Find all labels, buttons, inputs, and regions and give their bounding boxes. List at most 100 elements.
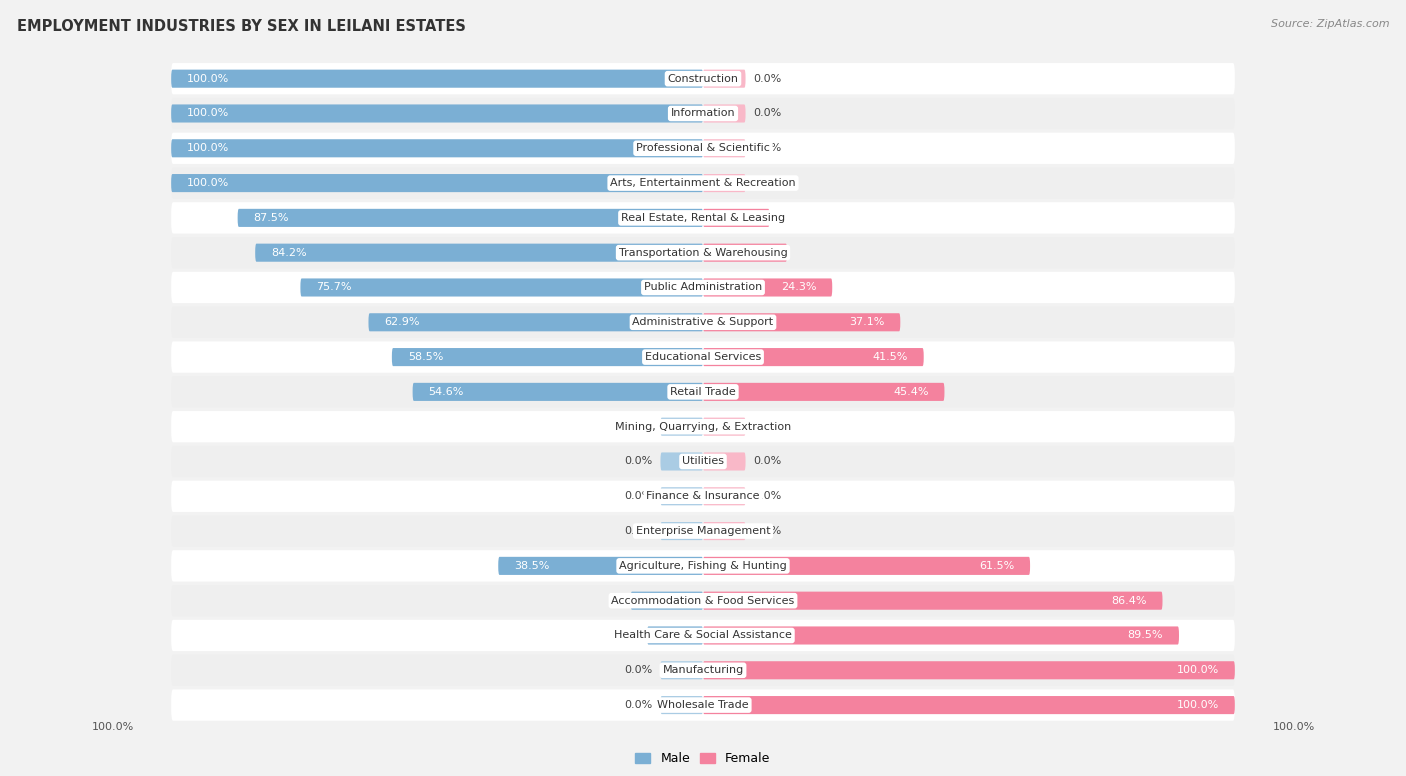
Text: 100.0%: 100.0%	[187, 109, 229, 119]
Text: 58.5%: 58.5%	[408, 352, 443, 362]
FancyBboxPatch shape	[703, 279, 832, 296]
Text: Enterprise Management: Enterprise Management	[636, 526, 770, 536]
FancyBboxPatch shape	[703, 383, 945, 401]
FancyBboxPatch shape	[661, 487, 703, 505]
FancyBboxPatch shape	[661, 696, 703, 714]
Text: 87.5%: 87.5%	[253, 213, 290, 223]
FancyBboxPatch shape	[703, 661, 1234, 679]
FancyBboxPatch shape	[172, 203, 1234, 234]
Text: Retail Trade: Retail Trade	[671, 387, 735, 397]
Text: 10.5%: 10.5%	[664, 630, 699, 640]
FancyBboxPatch shape	[172, 237, 1234, 268]
Text: 0.0%: 0.0%	[754, 456, 782, 466]
FancyBboxPatch shape	[703, 522, 745, 540]
Text: Administrative & Support: Administrative & Support	[633, 317, 773, 327]
Text: 41.5%: 41.5%	[872, 352, 908, 362]
FancyBboxPatch shape	[703, 209, 769, 227]
Text: 100.0%: 100.0%	[91, 722, 134, 732]
Text: 0.0%: 0.0%	[624, 526, 652, 536]
FancyBboxPatch shape	[661, 522, 703, 540]
Text: 0.0%: 0.0%	[754, 74, 782, 84]
FancyBboxPatch shape	[256, 244, 703, 262]
FancyBboxPatch shape	[661, 661, 703, 679]
Text: EMPLOYMENT INDUSTRIES BY SEX IN LEILANI ESTATES: EMPLOYMENT INDUSTRIES BY SEX IN LEILANI …	[17, 19, 465, 34]
Text: Arts, Entertainment & Recreation: Arts, Entertainment & Recreation	[610, 178, 796, 188]
FancyBboxPatch shape	[412, 383, 703, 401]
Text: Professional & Scientific: Professional & Scientific	[636, 144, 770, 154]
FancyBboxPatch shape	[172, 655, 1234, 686]
FancyBboxPatch shape	[172, 105, 703, 123]
Text: 54.6%: 54.6%	[429, 387, 464, 397]
Text: Wholesale Trade: Wholesale Trade	[657, 700, 749, 710]
Text: 62.9%: 62.9%	[384, 317, 420, 327]
Text: Agriculture, Fishing & Hunting: Agriculture, Fishing & Hunting	[619, 561, 787, 571]
Text: 89.5%: 89.5%	[1128, 630, 1163, 640]
Text: 0.0%: 0.0%	[754, 109, 782, 119]
Text: Real Estate, Rental & Leasing: Real Estate, Rental & Leasing	[621, 213, 785, 223]
Text: 100.0%: 100.0%	[187, 74, 229, 84]
Text: 100.0%: 100.0%	[1177, 665, 1219, 675]
FancyBboxPatch shape	[661, 417, 703, 436]
FancyBboxPatch shape	[172, 515, 1234, 547]
FancyBboxPatch shape	[631, 591, 703, 610]
Text: 84.2%: 84.2%	[271, 248, 307, 258]
Text: 0.0%: 0.0%	[624, 421, 652, 431]
Text: 86.4%: 86.4%	[1111, 596, 1146, 606]
Text: 100.0%: 100.0%	[187, 144, 229, 154]
Text: 13.6%: 13.6%	[647, 596, 682, 606]
Text: 0.0%: 0.0%	[754, 421, 782, 431]
FancyBboxPatch shape	[172, 550, 1234, 581]
Text: 0.0%: 0.0%	[754, 526, 782, 536]
FancyBboxPatch shape	[172, 689, 1234, 721]
FancyBboxPatch shape	[498, 557, 703, 575]
FancyBboxPatch shape	[703, 244, 787, 262]
Text: 0.0%: 0.0%	[624, 456, 652, 466]
Legend: Male, Female: Male, Female	[630, 747, 776, 771]
Text: 15.8%: 15.8%	[735, 248, 770, 258]
Text: Construction: Construction	[668, 74, 738, 84]
FancyBboxPatch shape	[703, 557, 1031, 575]
FancyBboxPatch shape	[238, 209, 703, 227]
Text: 61.5%: 61.5%	[979, 561, 1014, 571]
FancyBboxPatch shape	[172, 133, 1234, 164]
Text: Accommodation & Food Services: Accommodation & Food Services	[612, 596, 794, 606]
FancyBboxPatch shape	[703, 139, 745, 158]
Text: 0.0%: 0.0%	[624, 700, 652, 710]
FancyBboxPatch shape	[172, 307, 1234, 338]
FancyBboxPatch shape	[172, 585, 1234, 616]
FancyBboxPatch shape	[301, 279, 703, 296]
Text: 45.4%: 45.4%	[893, 387, 928, 397]
FancyBboxPatch shape	[703, 626, 1180, 645]
Text: 0.0%: 0.0%	[754, 491, 782, 501]
Text: Source: ZipAtlas.com: Source: ZipAtlas.com	[1271, 19, 1389, 29]
FancyBboxPatch shape	[172, 174, 703, 192]
Text: 0.0%: 0.0%	[754, 178, 782, 188]
Text: Information: Information	[671, 109, 735, 119]
Text: 37.1%: 37.1%	[849, 317, 884, 327]
Text: Finance & Insurance: Finance & Insurance	[647, 491, 759, 501]
FancyBboxPatch shape	[703, 591, 1163, 610]
Text: 75.7%: 75.7%	[316, 282, 352, 293]
FancyBboxPatch shape	[647, 626, 703, 645]
Text: Health Care & Social Assistance: Health Care & Social Assistance	[614, 630, 792, 640]
FancyBboxPatch shape	[172, 480, 1234, 512]
FancyBboxPatch shape	[703, 348, 924, 366]
FancyBboxPatch shape	[172, 446, 1234, 477]
Text: 38.5%: 38.5%	[515, 561, 550, 571]
FancyBboxPatch shape	[172, 376, 1234, 407]
FancyBboxPatch shape	[172, 63, 1234, 95]
FancyBboxPatch shape	[172, 168, 1234, 199]
Text: Public Administration: Public Administration	[644, 282, 762, 293]
FancyBboxPatch shape	[172, 139, 703, 158]
Text: Utilities: Utilities	[682, 456, 724, 466]
FancyBboxPatch shape	[703, 417, 745, 436]
Text: 0.0%: 0.0%	[624, 491, 652, 501]
Text: 24.3%: 24.3%	[780, 282, 817, 293]
Text: 0.0%: 0.0%	[754, 144, 782, 154]
FancyBboxPatch shape	[172, 411, 1234, 442]
FancyBboxPatch shape	[172, 272, 1234, 303]
FancyBboxPatch shape	[703, 314, 900, 331]
FancyBboxPatch shape	[368, 314, 703, 331]
FancyBboxPatch shape	[703, 696, 1234, 714]
FancyBboxPatch shape	[172, 98, 1234, 129]
